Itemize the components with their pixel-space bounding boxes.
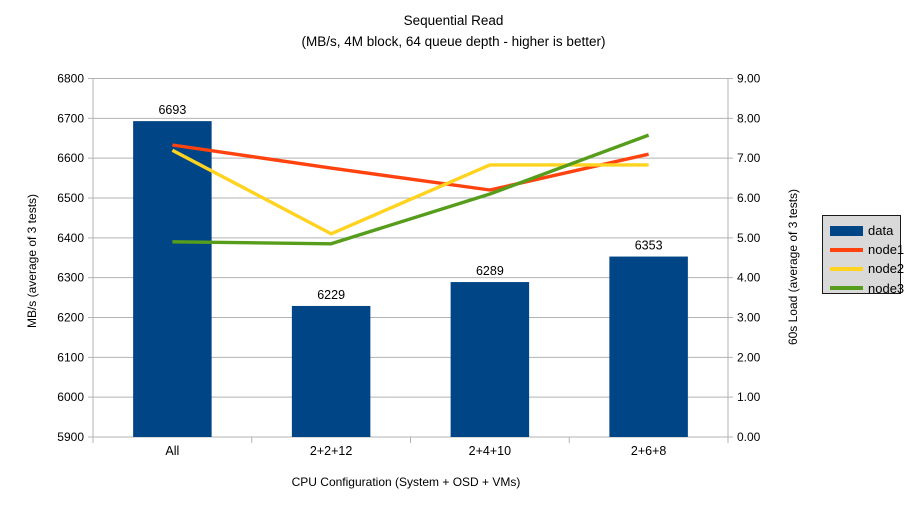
left-tick-label: 6700 (57, 111, 84, 125)
x-axis-title: CPU Configuration (System + OSD + VMs) (291, 475, 521, 489)
left-tick-label: 6600 (57, 151, 84, 165)
legend-swatch-node1 (830, 247, 863, 252)
right-tick-label: 6.00 (737, 191, 761, 205)
left-tick-label: 6800 (57, 72, 84, 86)
legend-item-data: data (830, 221, 900, 240)
left-tick-label: 6400 (57, 231, 84, 245)
category-label: All (165, 444, 179, 458)
left-tick-label: 5900 (57, 430, 84, 444)
right-axis-title: 60s Load (average of 3 tests) (786, 188, 800, 346)
left-tick-label: 6200 (57, 311, 84, 325)
bar (133, 121, 212, 437)
left-tick-label: 6000 (57, 390, 84, 404)
legend-label: node3 (868, 280, 905, 296)
legend-item-node2: node2 (830, 259, 904, 278)
left-tick-label: 6100 (57, 350, 84, 364)
right-tick-label: 3.00 (737, 311, 761, 325)
legend-swatch-node3 (830, 286, 863, 291)
legend-item-node1: node1 (830, 240, 904, 259)
chart-subtitle: (MB/s, 4M block, 64 queue depth - higher… (301, 34, 606, 49)
right-tick-label: 7.00 (737, 151, 761, 165)
legend: data node1 node2 node3 (822, 215, 904, 296)
bar (450, 282, 530, 437)
category-label: 2+6+8 (631, 444, 667, 458)
chart-title: Sequential Read (403, 13, 504, 28)
legend-label: node2 (868, 261, 905, 277)
right-tick-label: 4.00 (737, 271, 761, 285)
right-tick-label: 9.00 (737, 72, 761, 86)
bar (291, 305, 371, 437)
line-node1 (172, 143, 649, 192)
left-tick-label: 6500 (57, 191, 84, 205)
right-tick-label: 8.00 (737, 111, 761, 125)
legend-swatch-data (830, 225, 863, 236)
bar-value-label: 6289 (476, 264, 504, 278)
legend-item-node3: node3 (830, 279, 904, 298)
bar-value-label: 6229 (317, 288, 345, 302)
legend-label: data (868, 223, 894, 239)
bar-value-label: 6353 (635, 239, 663, 253)
right-tick-label: 5.00 (737, 231, 761, 245)
line-node3 (172, 133, 650, 246)
legend-swatch-node2 (830, 266, 863, 271)
category-label: 2+2+12 (310, 444, 352, 458)
left-tick-label: 6300 (57, 271, 84, 285)
left-axis-title: MB/s (average of 3 tests) (25, 193, 39, 329)
bar (609, 256, 688, 437)
category-label: 2+4+10 (469, 444, 511, 458)
legend-label: node1 (868, 242, 905, 258)
right-tick-label: 1.00 (737, 390, 761, 404)
right-tick-label: 0.00 (737, 430, 761, 444)
right-tick-label: 2.00 (737, 350, 761, 364)
bar-value-label: 6693 (158, 103, 186, 117)
